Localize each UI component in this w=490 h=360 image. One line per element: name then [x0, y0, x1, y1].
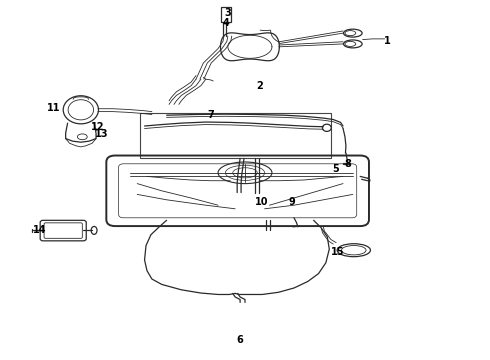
Text: 4: 4 [223, 18, 230, 28]
Bar [220, 7, 231, 22]
Text: 3: 3 [224, 8, 231, 18]
Text: 12: 12 [91, 122, 105, 132]
Text: 13: 13 [95, 129, 109, 139]
Text: 14: 14 [32, 225, 46, 235]
Bar [140, 113, 331, 158]
Text: 10: 10 [255, 197, 269, 207]
Text: 15: 15 [331, 247, 345, 257]
Text: 8: 8 [344, 159, 351, 169]
Text: 2: 2 [256, 81, 263, 91]
Text: 9: 9 [288, 197, 295, 207]
Text: 1: 1 [384, 36, 391, 46]
Text: 5: 5 [332, 164, 339, 174]
Text: 11: 11 [47, 103, 61, 113]
Text: 6: 6 [237, 335, 244, 345]
Text: 7: 7 [207, 110, 214, 120]
